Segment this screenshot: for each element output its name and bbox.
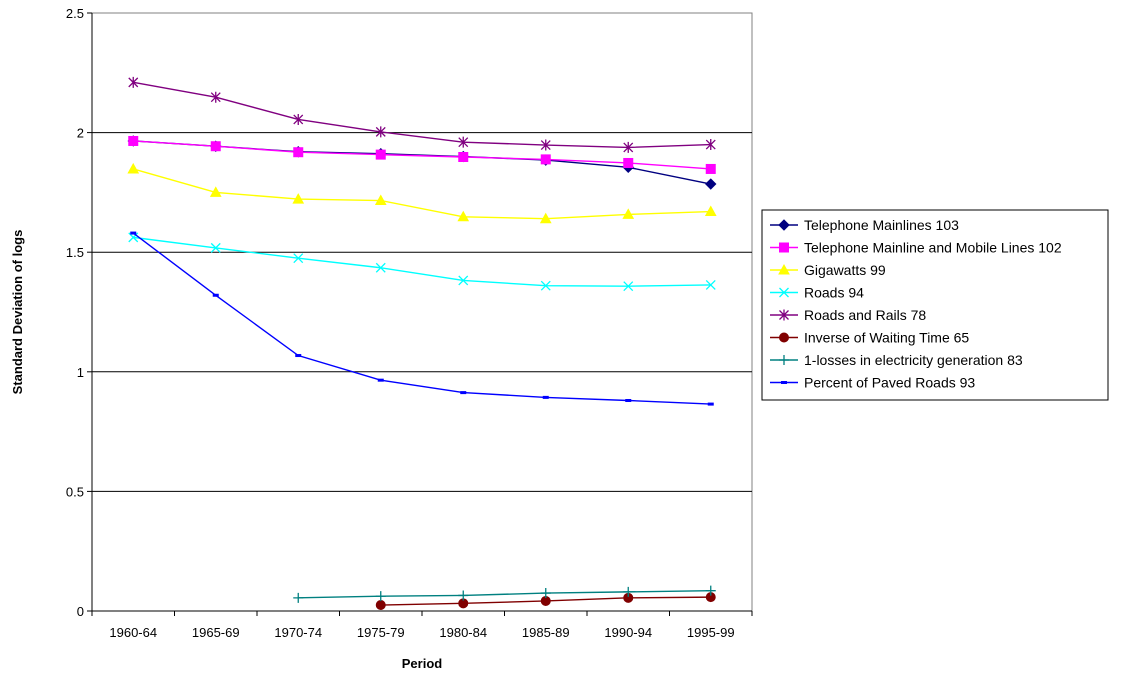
series-line — [133, 140, 711, 170]
plot-frame — [91, 12, 753, 612]
legend-marker — [779, 332, 789, 343]
data-point — [458, 136, 469, 148]
series-2 — [127, 162, 717, 224]
data-point — [293, 253, 304, 264]
legend-label: 1-losses in electricity generation 83 — [804, 352, 1023, 368]
legend-label: Gigawatts 99 — [804, 262, 886, 278]
data-point — [622, 208, 635, 219]
data-point — [375, 262, 386, 273]
series-1 — [128, 135, 716, 174]
x-tick-label: 1985-89 — [522, 625, 570, 640]
data-point — [705, 139, 716, 151]
data-point — [623, 141, 634, 153]
data-point — [623, 586, 634, 597]
data-point — [210, 242, 221, 253]
data-point — [375, 149, 386, 160]
legend-item: Gigawatts 99 — [770, 262, 886, 278]
x-axis-title: Period — [402, 656, 443, 671]
y-tick-label: 1.5 — [66, 245, 84, 260]
series-line — [133, 81, 711, 149]
data-point — [540, 139, 551, 151]
y-tick-label: 0 — [77, 604, 84, 619]
data-point — [458, 151, 469, 162]
legend-label: Roads and Rails 78 — [804, 307, 926, 323]
x-tick-label: 1975-79 — [357, 625, 405, 640]
y-tick-label: 1 — [77, 365, 84, 380]
series-line — [133, 236, 711, 287]
data-point — [293, 113, 304, 125]
series-4 — [128, 76, 716, 153]
x-tick-label: 1995-99 — [687, 625, 735, 640]
data-point — [623, 157, 634, 168]
data-point — [375, 126, 386, 138]
legend-marker — [778, 263, 790, 275]
x-tick-label: 1990-94 — [604, 625, 652, 640]
data-point — [375, 600, 386, 611]
y-tick-label: 2 — [77, 126, 84, 141]
legend-label: Telephone Mainline and Mobile Lines 102 — [804, 240, 1062, 256]
legend-label: Roads 94 — [804, 285, 864, 301]
data-point — [623, 281, 634, 292]
plot-area: 0 0.5 1 1.5 2 2.5 1960-64 1965-69 1970-74 1975-79… — [66, 6, 753, 640]
data-point — [293, 147, 304, 158]
data-point — [375, 591, 386, 602]
legend-item: 1-losses in electricity generation 83 — [770, 352, 1023, 368]
data-point — [705, 163, 716, 174]
x-tick-label: 1965-69 — [192, 625, 240, 640]
data-point — [210, 91, 221, 103]
x-tick-label: 1980-84 — [439, 625, 487, 640]
legend-item: Telephone Mainlines 103 — [770, 217, 959, 233]
legend: Telephone Mainlines 103 Telephone Mainlin… — [761, 209, 1109, 401]
legend-label: Percent of Paved Roads 93 — [804, 375, 975, 391]
legend-item: Telephone Mainline and Mobile Lines 102 — [770, 240, 1062, 256]
legend-box — [761, 209, 1109, 401]
data-point — [374, 194, 387, 206]
x-tick-label: 1960-64 — [109, 625, 157, 640]
legend-label: Inverse of Waiting Time 65 — [804, 330, 969, 346]
series-line — [298, 589, 711, 599]
data-point — [457, 210, 470, 222]
y-tick-label: 2.5 — [66, 6, 84, 21]
data-point — [540, 154, 551, 165]
legend-item: Roads 94 — [770, 285, 864, 301]
data-point — [539, 212, 552, 224]
series-3 — [128, 232, 716, 292]
legend-marker — [779, 242, 789, 253]
series-6 — [293, 585, 716, 603]
y-axis-title: Standard Deviation of logs — [10, 230, 25, 395]
data-point — [128, 76, 139, 88]
legend-marker — [779, 309, 789, 321]
data-point — [540, 588, 551, 599]
data-point — [704, 205, 717, 217]
x-tick-label: 1970-74 — [274, 625, 322, 640]
data-point — [292, 193, 305, 204]
legend-label: Telephone Mainlines 103 — [804, 217, 959, 233]
legend-marker — [779, 355, 789, 365]
legend-item: Roads and Rails 78 — [770, 307, 926, 323]
data-point — [128, 135, 139, 146]
series-line — [132, 232, 711, 405]
legend-marker — [779, 287, 789, 298]
data-point — [705, 280, 716, 290]
data-point — [293, 592, 304, 603]
data-point — [458, 590, 469, 601]
series-line — [133, 168, 711, 220]
data-point — [705, 178, 717, 190]
y-tick-label: 0.5 — [66, 484, 84, 499]
data-point — [458, 275, 469, 286]
data-point — [540, 280, 551, 291]
legend-item: Percent of Paved Roads 93 — [770, 375, 975, 391]
data-point — [210, 141, 221, 152]
series-7 — [130, 231, 714, 406]
data-point — [705, 585, 716, 596]
data-point — [209, 186, 222, 197]
data-point — [127, 162, 140, 174]
legend-item: Inverse of Waiting Time 65 — [770, 330, 969, 346]
legend-marker — [778, 219, 790, 231]
